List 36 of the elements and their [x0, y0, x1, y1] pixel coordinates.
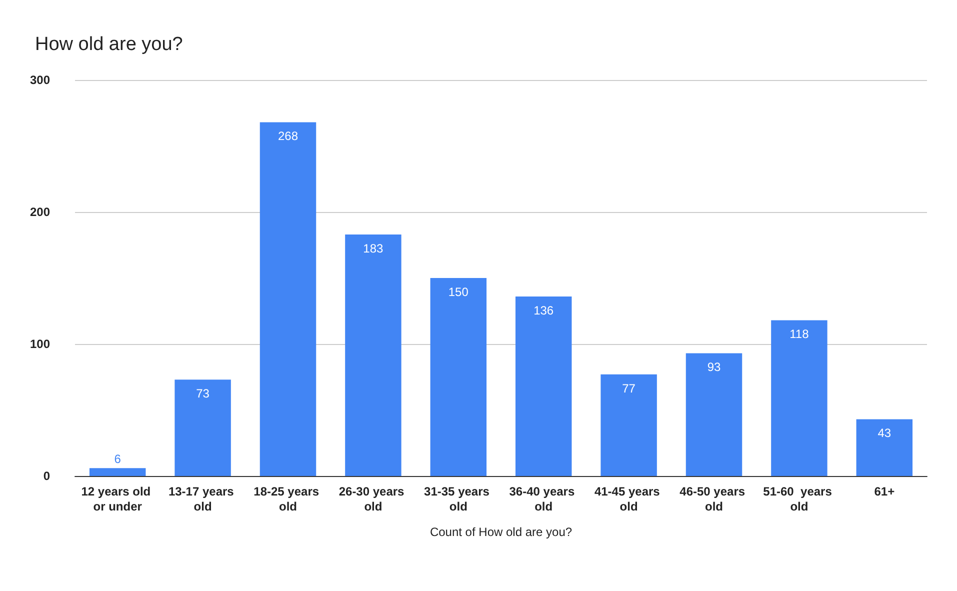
data-label: 73: [196, 386, 210, 401]
bar: [856, 419, 913, 476]
bar: [515, 296, 572, 476]
x-tick-label: 41-45 years old: [594, 484, 664, 514]
data-label: 77: [622, 381, 636, 396]
data-label: 43: [878, 426, 892, 440]
bar: [260, 122, 316, 476]
x-axis-title: Count of How old are you?: [430, 525, 572, 539]
y-tick-label: 200: [30, 205, 50, 219]
data-label: 183: [363, 241, 384, 256]
x-tick-label: 31-35 years old: [424, 484, 493, 514]
bar: [345, 234, 402, 476]
x-tick-label: 46-50 years old: [680, 484, 748, 514]
x-tick-label: 26-30 years old: [338, 484, 408, 514]
chart-title: How old are you?: [35, 34, 183, 55]
y-tick-label: 300: [30, 73, 50, 87]
bar: [686, 353, 742, 476]
x-tick-label: 12 years old or under: [81, 484, 154, 514]
data-label: 93: [707, 360, 721, 374]
y-tick-label: 0: [43, 469, 50, 483]
x-tick-label: 36-40 years old: [509, 484, 578, 514]
data-label: 118: [790, 327, 810, 342]
bar: [600, 374, 657, 476]
x-tick-label: 61+: [874, 484, 895, 498]
bar: [771, 320, 828, 476]
data-label: 268: [278, 129, 298, 144]
data-label: 150: [448, 285, 469, 299]
x-tick-label: 13-17 years old: [168, 484, 238, 514]
bar: [430, 278, 487, 476]
x-tick-label: 18-25 years old: [254, 484, 322, 514]
bar: [174, 380, 231, 476]
x-tick-label: 51-60 years old: [763, 484, 836, 514]
data-label: 136: [534, 303, 554, 318]
y-tick-label: 100: [30, 337, 50, 351]
data-label: 6: [114, 452, 122, 466]
bar: [89, 468, 146, 476]
